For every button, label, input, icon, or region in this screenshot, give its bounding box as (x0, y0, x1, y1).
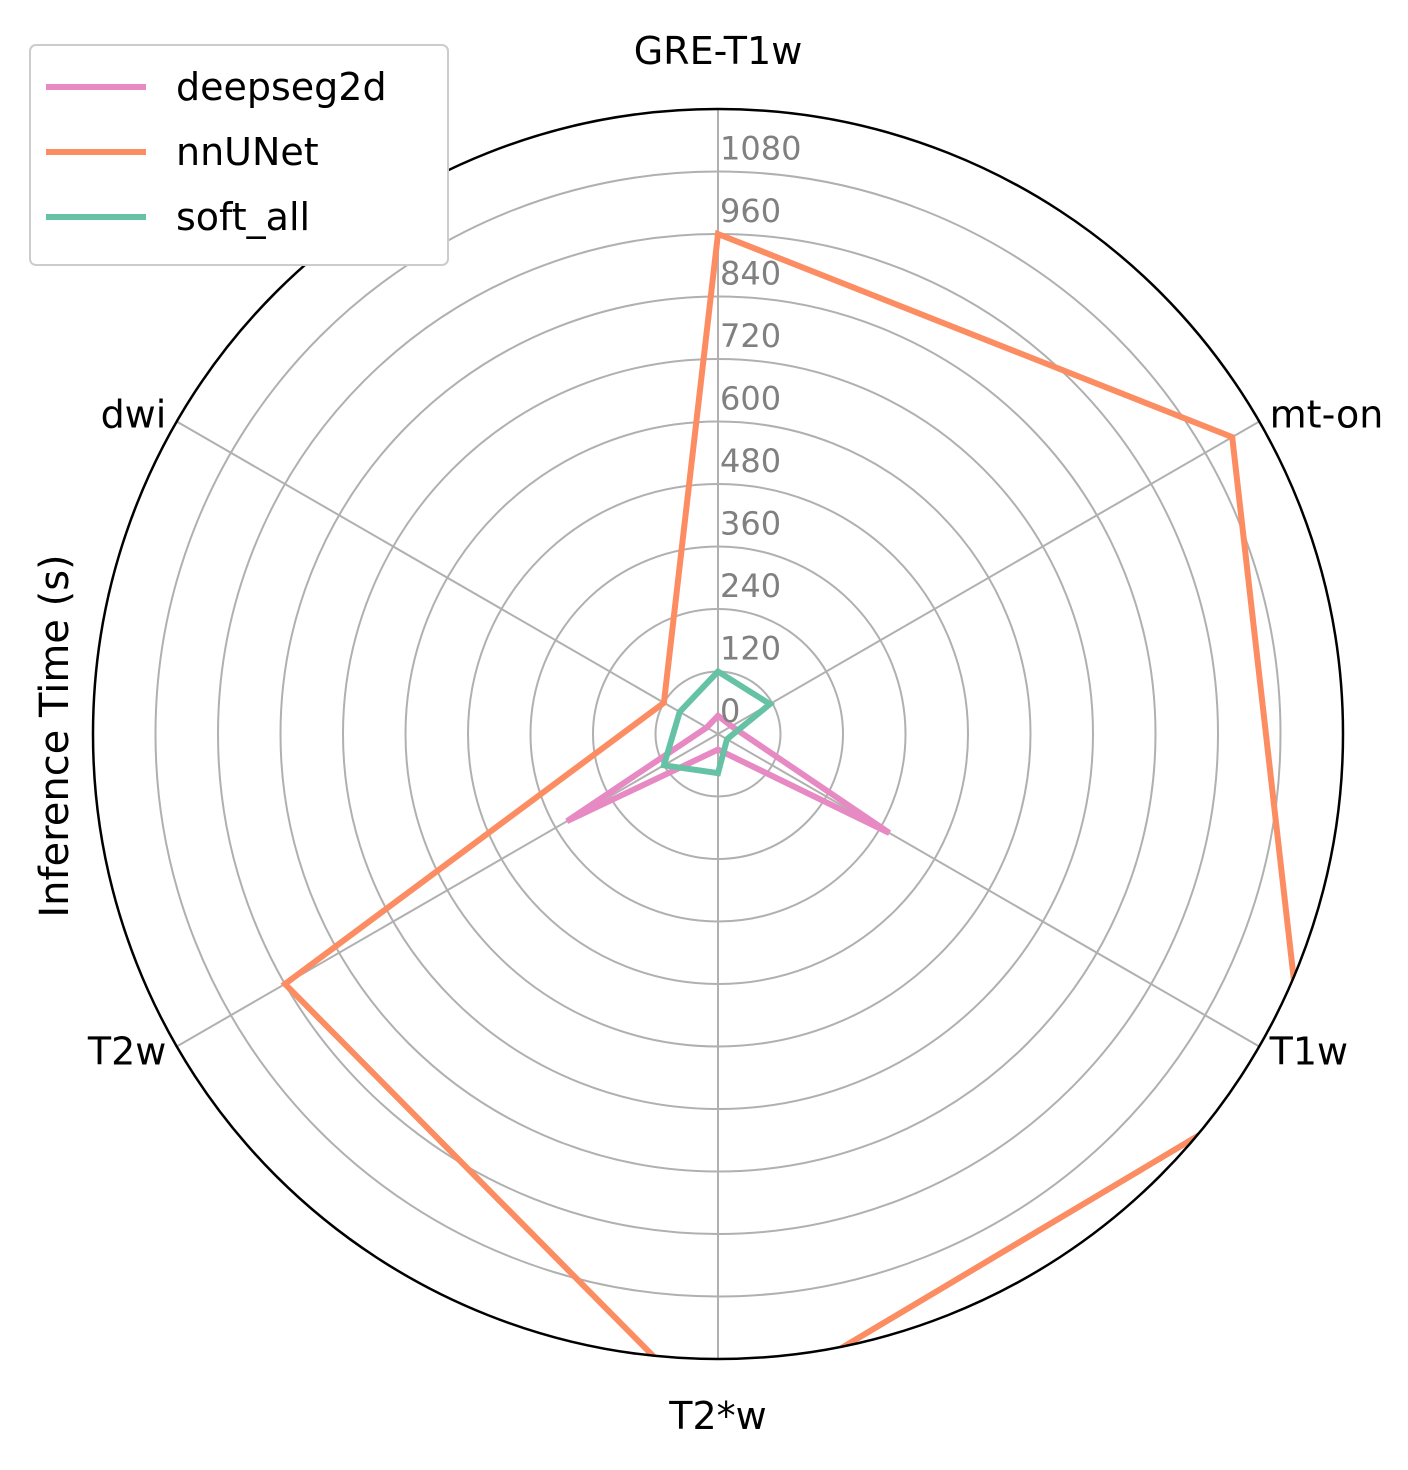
category-label: dwi (101, 393, 167, 437)
radial-tick-labels: 0 120 240 360 480 600 720 840 960 1080 (720, 130, 801, 731)
category-label: T2w (87, 1030, 166, 1074)
radial-tick-label: 480 (720, 442, 781, 480)
radial-tick-label: 0 (720, 692, 740, 730)
y-axis-label: Inference Time (s) (32, 554, 78, 917)
radial-tick-label: 360 (720, 505, 781, 543)
series-line-deepseg2d (565, 711, 892, 836)
radial-tick-label: 960 (720, 192, 781, 230)
legend-label: soft_all (176, 195, 310, 239)
category-label: T2*w (668, 1394, 766, 1438)
grid-spoke (717, 420, 1260, 735)
series-line-nnUNet (280, 229, 1308, 1359)
radial-tick-label: 600 (720, 380, 781, 418)
grid-spoke (176, 420, 719, 735)
category-labels: GRE-T1w mt-on T1w T2*w T2w dwi (87, 29, 1383, 1438)
category-label: GRE-T1w (634, 29, 803, 73)
radial-tick-label: 1080 (720, 130, 801, 168)
series-group (280, 229, 1308, 1359)
polar-frame (91, 107, 1345, 1361)
grid (154, 109, 1282, 1359)
legend-box (29, 44, 449, 266)
category-label: T1w (1269, 1030, 1348, 1074)
legend: deepseg2d nnUNet soft_all (29, 44, 449, 266)
radial-tick-label: 120 (720, 630, 781, 668)
legend-label: deepseg2d (176, 65, 387, 109)
legend-label: nnUNet (176, 130, 319, 174)
grid-spoke (717, 733, 1260, 1048)
radial-tick-label: 720 (720, 317, 781, 355)
radial-tick-label: 840 (720, 255, 781, 293)
grid-spoke (176, 733, 719, 1048)
radial-tick-label: 240 (720, 567, 781, 605)
category-label: mt-on (1270, 393, 1384, 437)
series-line-soft_all (660, 667, 776, 777)
